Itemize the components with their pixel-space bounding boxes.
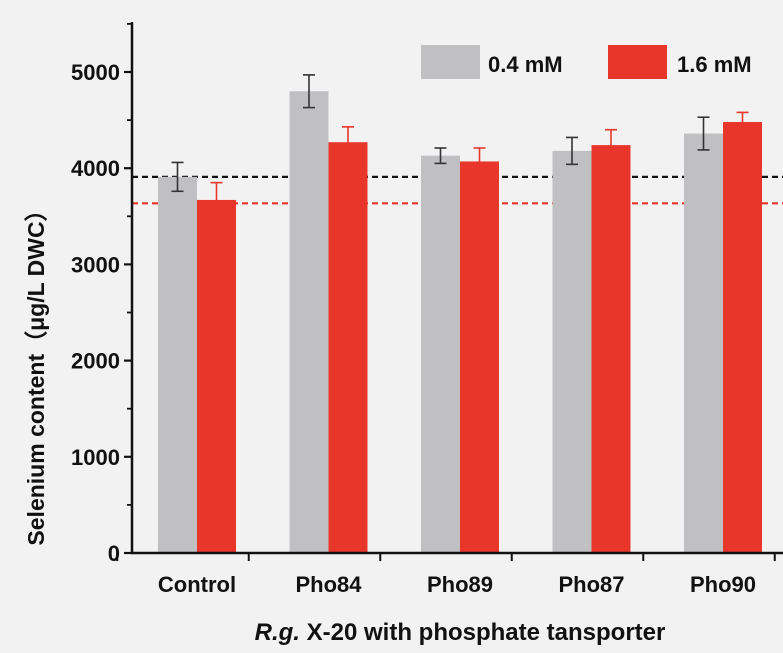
- error-bar-pho84-series-2: [342, 126, 354, 159]
- x-axis-label: R.g. X-20 with phosphate tansporter: [255, 619, 666, 646]
- x-axis-label-rest: X-20 with phosphate tansporter: [300, 619, 665, 646]
- bar-pho89-series-2: [460, 161, 499, 553]
- error-bar-pho89-series-1: [434, 147, 447, 165]
- error-bar-control-series-2: [210, 181, 223, 219]
- error-bar-pho90-series-1: [697, 116, 710, 151]
- error-bar-pho84-series-1: [303, 74, 315, 109]
- error-bar-pho89-series-2: [473, 147, 486, 176]
- x-tick-label-pho89: Pho89: [427, 572, 493, 597]
- error-bar-pho87-series-2: [605, 128, 617, 162]
- legend-label-series-1: 0.4 mM: [488, 52, 563, 77]
- x-tick-label-control: Control: [158, 572, 236, 597]
- x-tick-label-pho87: Pho87: [558, 572, 624, 597]
- error-bar-pho87-series-1: [566, 136, 578, 166]
- error-bar-control-series-1: [171, 161, 184, 193]
- y-tick-label-1000: 1000: [71, 445, 120, 470]
- bar-pho90-series-2: [723, 122, 762, 554]
- x-axis-label-italic: R.g.: [255, 619, 300, 646]
- y-axis-label: Selenium content（μg/L DWC）: [23, 198, 49, 545]
- bar-pho90-series-1: [684, 133, 723, 553]
- legend: 0.4 mM 1.6 mM: [421, 45, 752, 79]
- y-tick-label-4000: 4000: [71, 156, 120, 181]
- bar-pho84-series-1: [289, 91, 329, 554]
- bar-control-series-2: [197, 199, 236, 554]
- y-tick-label-2000: 2000: [71, 349, 120, 374]
- bar-pho87-series-2: [591, 145, 631, 553]
- bar-pho89-series-1: [421, 155, 460, 553]
- y-tick-label-3000: 3000: [71, 252, 120, 277]
- x-tick-label-pho84: Pho84: [295, 572, 362, 597]
- legend-swatch-series-1: [421, 45, 480, 79]
- error-bar-pho90-series-2: [736, 111, 749, 133]
- legend-label-series-2: 1.6 mM: [677, 52, 752, 77]
- bars-group: [158, 74, 762, 554]
- bar-control-series-1: [158, 176, 197, 553]
- x-tick-label-pho90: Pho90: [690, 572, 756, 597]
- legend-swatch-series-2: [608, 45, 667, 79]
- bar-pho87-series-1: [552, 150, 592, 553]
- bar-pho84-series-2: [328, 142, 368, 553]
- y-tick-label-5000: 5000: [71, 60, 120, 85]
